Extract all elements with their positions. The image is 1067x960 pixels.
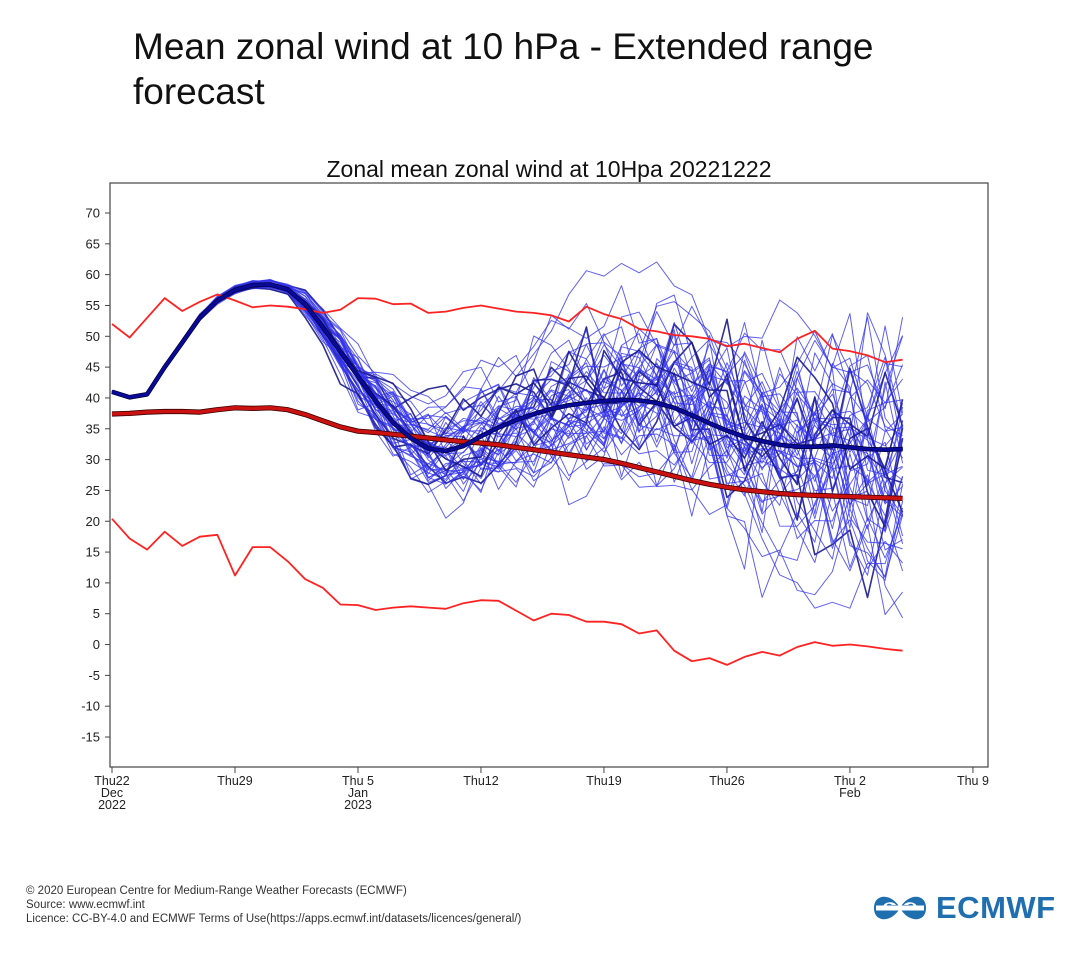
ecmwf-logo: ECMWF — [870, 890, 1056, 926]
series-lines — [111, 282, 903, 666]
x-tick-label: 2023 — [344, 798, 372, 812]
y-tick-label: 15 — [86, 545, 100, 560]
ecmwf-logo-icon — [874, 896, 926, 920]
x-tick-label: 2022 — [98, 798, 126, 812]
ensemble-member-line — [111, 281, 904, 502]
y-tick-label: 70 — [86, 206, 100, 221]
y-tick-label: 20 — [86, 514, 100, 529]
ensemble-member-line — [111, 283, 904, 472]
y-tick-label: 50 — [86, 329, 100, 344]
y-tick-label: -15 — [81, 730, 100, 745]
x-tick-label: Feb — [839, 786, 861, 800]
y-tick-label: 35 — [86, 421, 100, 436]
x-tick-label: Thu 2 — [834, 774, 866, 788]
plot-frame — [109, 182, 989, 768]
x-tick-label: Dec — [101, 786, 123, 800]
licence-text: Licence: CC-BY-4.0 and ECMWF Terms of Us… — [26, 913, 522, 925]
y-tick-label: 60 — [86, 267, 100, 282]
climatology-max-line — [111, 293, 903, 364]
y-tick-label: -5 — [88, 668, 100, 683]
x-tick-label: Thu22 — [94, 774, 129, 788]
y-tick-label: 45 — [86, 360, 100, 375]
y-tick-label: -10 — [81, 699, 100, 714]
x-tick-label: Thu 9 — [957, 774, 989, 788]
ensemble-member-line — [111, 279, 904, 516]
ensemble-mean-line — [111, 282, 903, 453]
y-tick-label: 55 — [86, 298, 100, 313]
x-tick-label: Thu26 — [709, 774, 744, 788]
copyright-text: © 2020 European Centre for Medium-Range … — [26, 885, 407, 897]
climatology-mean-line — [111, 405, 903, 501]
chart-title: Zonal mean zonal wind at 10Hpa 20221222 — [327, 156, 772, 182]
y-tick-label: 10 — [86, 575, 100, 590]
y-tick-label: 0 — [93, 637, 100, 652]
y-tick-label: 65 — [86, 236, 100, 251]
x-tick-label: Thu 5 — [342, 774, 374, 788]
chart-svg: Zonal mean zonal wind at 10Hpa 20221222 … — [81, 156, 989, 812]
y-tick-label: 30 — [86, 452, 100, 467]
x-tick-label: Jan — [348, 786, 368, 800]
footer: © 2020 European Centre for Medium-Range … — [26, 884, 521, 926]
climatology-min-line — [111, 518, 903, 666]
source-text: Source: www.ecmwf.int — [26, 899, 145, 911]
x-tick-label: Thu12 — [463, 774, 498, 788]
page-title: Mean zonal wind at 10 hPa - Extended ran… — [133, 26, 874, 112]
ensemble-member-line — [111, 279, 904, 599]
ensemble-member-line — [111, 280, 904, 464]
y-tick-label: 25 — [86, 483, 100, 498]
y-tick-label: 40 — [86, 390, 100, 405]
logo-text: ECMWF — [936, 890, 1056, 925]
chart: Zonal mean zonal wind at 10Hpa 20221222 … — [81, 156, 989, 812]
x-tick-label: Thu19 — [586, 774, 621, 788]
y-tick-label: 5 — [93, 606, 100, 621]
x-tick-label: Thu29 — [217, 774, 252, 788]
